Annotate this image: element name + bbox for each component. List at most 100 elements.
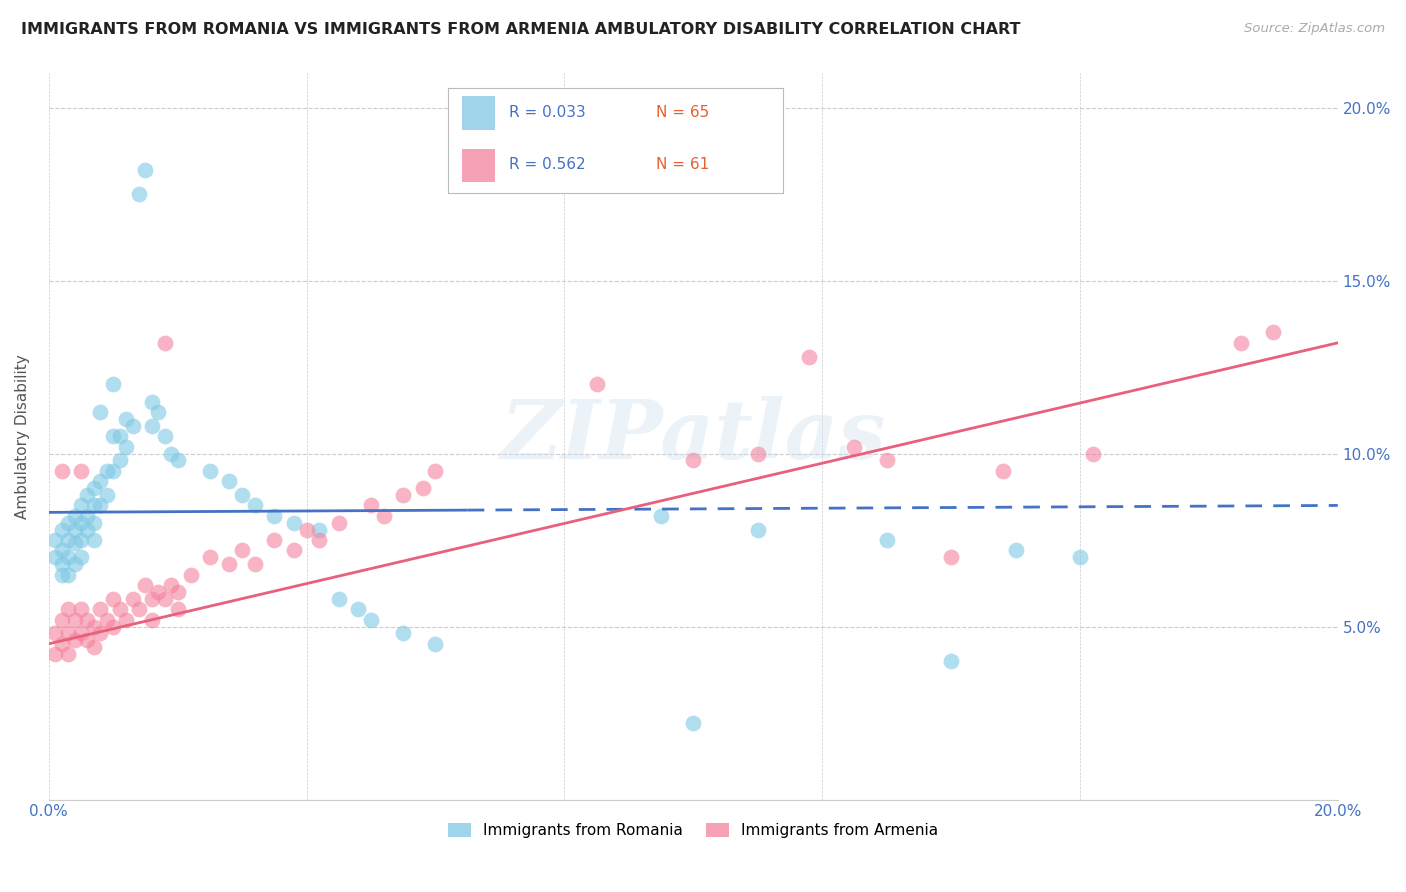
Point [141, 591, 163, 606]
Point [83, 481, 105, 495]
Point [263, 533, 285, 547]
Point [89, 626, 111, 640]
Point [51, 567, 73, 582]
Point [1069, 550, 1091, 565]
Point [425, 464, 447, 478]
Point [166, 453, 188, 467]
Point [128, 187, 150, 202]
Point [115, 412, 138, 426]
Point [89, 474, 111, 488]
Point [373, 508, 395, 523]
Y-axis label: Ambulatory Disability: Ambulatory Disability [15, 354, 30, 518]
Point [166, 585, 188, 599]
Point [103, 591, 125, 606]
Point [70, 550, 93, 565]
Point [153, 591, 176, 606]
Point [70, 499, 93, 513]
Point [56, 602, 79, 616]
Point [70, 626, 93, 640]
Point [44, 533, 66, 547]
Point [83, 640, 105, 655]
Point [76, 508, 98, 523]
Point [56, 626, 79, 640]
Point [148, 405, 170, 419]
Point [283, 516, 305, 530]
Point [51, 613, 73, 627]
Point [44, 647, 66, 661]
Point [1081, 446, 1104, 460]
Point [83, 499, 105, 513]
Point [103, 619, 125, 633]
Point [115, 440, 138, 454]
Point [70, 533, 93, 547]
Text: IMMIGRANTS FROM ROMANIA VS IMMIGRANTS FROM ARMENIA AMBULATORY DISABILITY CORRELA: IMMIGRANTS FROM ROMANIA VS IMMIGRANTS FR… [21, 22, 1021, 37]
Point [89, 499, 111, 513]
Point [134, 578, 156, 592]
Point [876, 453, 898, 467]
Point [76, 488, 98, 502]
Point [56, 550, 79, 565]
Point [991, 464, 1014, 478]
Point [153, 429, 176, 443]
Point [51, 558, 73, 572]
Point [70, 602, 93, 616]
Point [63, 613, 86, 627]
Point [141, 418, 163, 433]
Point [56, 647, 79, 661]
Point [63, 523, 86, 537]
Point [844, 440, 866, 454]
Point [360, 499, 382, 513]
Point [89, 405, 111, 419]
Point [308, 523, 330, 537]
Point [51, 637, 73, 651]
Point [160, 446, 183, 460]
Point [682, 716, 704, 731]
Point [218, 474, 240, 488]
Point [682, 453, 704, 467]
Point [51, 464, 73, 478]
Point [83, 619, 105, 633]
Point [243, 499, 266, 513]
Point [328, 516, 350, 530]
Point [231, 543, 253, 558]
Point [160, 578, 183, 592]
Point [939, 654, 962, 668]
Point [96, 613, 118, 627]
Point [153, 335, 176, 350]
Point [747, 446, 769, 460]
Point [103, 464, 125, 478]
Point [939, 550, 962, 565]
Point [134, 162, 156, 177]
Point [295, 523, 318, 537]
Point [44, 550, 66, 565]
Point [412, 481, 434, 495]
Point [108, 602, 131, 616]
Point [108, 453, 131, 467]
Point [56, 533, 79, 547]
Point [650, 508, 672, 523]
Point [876, 533, 898, 547]
Point [141, 394, 163, 409]
Point [799, 350, 821, 364]
Point [96, 488, 118, 502]
Point [56, 516, 79, 530]
Point [198, 464, 221, 478]
Point [218, 558, 240, 572]
Text: ZIPatlas: ZIPatlas [501, 396, 886, 476]
Point [44, 626, 66, 640]
Point [51, 543, 73, 558]
Point [243, 558, 266, 572]
Point [83, 533, 105, 547]
Point [63, 558, 86, 572]
Point [166, 602, 188, 616]
Point [96, 464, 118, 478]
Point [76, 613, 98, 627]
Point [1263, 326, 1285, 340]
Point [148, 585, 170, 599]
Point [63, 508, 86, 523]
Point [328, 591, 350, 606]
Point [83, 516, 105, 530]
Point [263, 508, 285, 523]
Point [347, 602, 370, 616]
Point [1230, 335, 1253, 350]
